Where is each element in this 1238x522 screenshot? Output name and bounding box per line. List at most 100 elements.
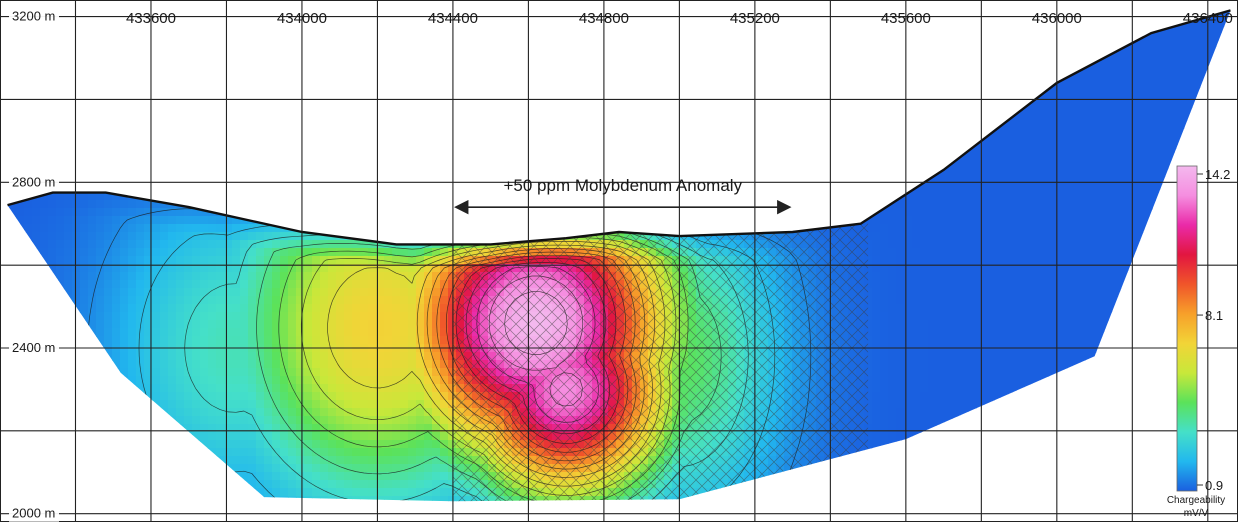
field-cell bbox=[648, 224, 657, 233]
field-cell bbox=[520, 208, 529, 217]
field-cell bbox=[448, 216, 457, 225]
field-cell bbox=[944, 248, 953, 257]
field-cell bbox=[504, 112, 513, 121]
field-cell bbox=[304, 240, 313, 249]
field-cell bbox=[832, 96, 841, 105]
field-cell bbox=[112, 136, 121, 145]
field-cell bbox=[808, 176, 817, 185]
field-cell bbox=[432, 0, 441, 9]
field-cell bbox=[1016, 120, 1025, 129]
field-cell bbox=[432, 56, 441, 65]
field-cell bbox=[888, 88, 897, 97]
field-cell bbox=[848, 160, 857, 169]
field-cell bbox=[352, 184, 361, 193]
field-cell bbox=[728, 104, 737, 113]
field-cell bbox=[240, 224, 249, 233]
field-cell bbox=[784, 104, 793, 113]
field-cell bbox=[608, 40, 617, 49]
field-cell bbox=[856, 96, 865, 105]
field-cell bbox=[40, 96, 49, 105]
field-cell bbox=[7, 216, 9, 225]
field-cell bbox=[1152, 32, 1161, 41]
field-cell bbox=[1160, 216, 1169, 225]
field-cell bbox=[472, 88, 481, 97]
field-cell bbox=[984, 192, 993, 201]
field-cell bbox=[1016, 128, 1025, 137]
field-cell bbox=[936, 112, 945, 121]
field-cell bbox=[832, 136, 841, 145]
field-cell bbox=[384, 168, 393, 177]
field-cell bbox=[448, 56, 457, 65]
field-cell bbox=[112, 208, 121, 217]
field-cell bbox=[928, 104, 937, 113]
field-cell bbox=[960, 40, 969, 49]
field-cell bbox=[512, 10, 521, 17]
field-cell bbox=[176, 88, 185, 97]
field-cell bbox=[264, 72, 273, 81]
field-cell bbox=[280, 48, 289, 57]
field-cell bbox=[280, 56, 289, 65]
field-cell bbox=[848, 144, 857, 153]
field-cell bbox=[992, 40, 1001, 49]
field-cell bbox=[992, 16, 1001, 25]
field-cell bbox=[1080, 240, 1089, 249]
field-cell bbox=[648, 48, 657, 57]
field-cell bbox=[336, 88, 345, 97]
field-cell bbox=[1072, 200, 1081, 209]
field-cell bbox=[360, 208, 369, 217]
field-cell bbox=[240, 10, 249, 17]
field-cell bbox=[56, 128, 65, 137]
field-cell bbox=[696, 72, 705, 81]
field-cell bbox=[432, 72, 441, 81]
field-cell bbox=[304, 152, 313, 161]
field-cell bbox=[1224, 152, 1231, 161]
field-cell bbox=[272, 144, 281, 153]
field-cell bbox=[880, 216, 889, 225]
field-cell bbox=[1216, 240, 1225, 249]
field-cell bbox=[328, 184, 337, 193]
field-cell bbox=[760, 144, 769, 153]
field-cell bbox=[792, 168, 801, 177]
field-cell bbox=[848, 16, 857, 25]
field-cell bbox=[56, 88, 65, 97]
field-cell bbox=[1184, 136, 1193, 145]
field-cell bbox=[336, 144, 345, 153]
field-cell bbox=[976, 32, 985, 41]
field-cell bbox=[56, 160, 65, 169]
field-cell bbox=[608, 136, 617, 145]
field-cell bbox=[64, 16, 73, 25]
field-cell bbox=[416, 248, 425, 257]
field-cell bbox=[360, 72, 369, 81]
field-cell bbox=[240, 208, 249, 217]
field-cell bbox=[440, 152, 449, 161]
field-cell bbox=[1224, 56, 1231, 65]
field-cell bbox=[704, 40, 713, 49]
field-cell bbox=[1104, 40, 1113, 49]
field-cell bbox=[32, 40, 41, 49]
field-cell bbox=[1168, 32, 1177, 41]
field-cell bbox=[712, 10, 721, 17]
field-cell bbox=[920, 96, 929, 105]
field-cell bbox=[824, 0, 833, 9]
field-cell bbox=[8, 56, 17, 65]
field-cell bbox=[448, 152, 457, 161]
field-cell bbox=[1136, 24, 1145, 33]
field-cell bbox=[88, 168, 97, 177]
field-cell bbox=[776, 176, 785, 185]
field-cell bbox=[1216, 88, 1225, 97]
field-cell bbox=[40, 48, 49, 57]
field-cell bbox=[408, 184, 417, 193]
field-cell bbox=[936, 80, 945, 89]
field-cell bbox=[1208, 112, 1217, 121]
field-cell bbox=[632, 0, 641, 9]
field-cell bbox=[1120, 248, 1129, 257]
field-cell bbox=[712, 0, 721, 9]
field-cell bbox=[392, 184, 401, 193]
field-cell bbox=[992, 128, 1001, 137]
field-cell bbox=[1120, 240, 1129, 249]
field-cell bbox=[656, 40, 665, 49]
field-cell bbox=[88, 120, 97, 129]
field-cell bbox=[976, 216, 985, 225]
field-cell bbox=[104, 0, 113, 9]
field-cell bbox=[392, 192, 401, 201]
